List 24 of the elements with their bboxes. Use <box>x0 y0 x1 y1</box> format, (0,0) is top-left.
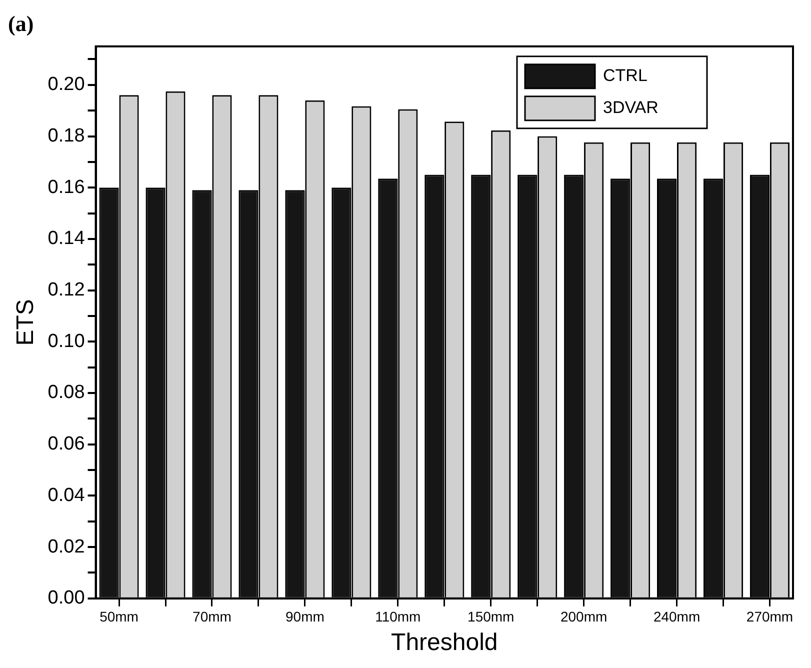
x-axis-title: Threshold <box>391 629 498 656</box>
legend-label: 3DVAR <box>603 98 658 118</box>
y-tick-label: 0.18 <box>48 125 85 146</box>
y-tick-label: 0.20 <box>48 74 85 96</box>
x-tick-label: 50mm <box>100 608 138 625</box>
y-tick-label: 0.16 <box>48 176 85 198</box>
y-tick-label: 0.00 <box>48 588 85 609</box>
y-tick-label: 0.04 <box>48 484 86 506</box>
y-tick-label: 0.02 <box>48 536 85 558</box>
x-tick-label: 240mm <box>653 608 700 625</box>
y-axis-title: ETS <box>12 299 40 346</box>
legend-label: CTRL <box>603 66 648 86</box>
x-tick-label: 150mm <box>468 608 514 625</box>
y-tick-label: 0.14 <box>48 228 86 250</box>
x-tick-label: 90mm <box>285 608 324 625</box>
y-tick-label: 0.12 <box>48 280 85 301</box>
x-tick-label: 200mm <box>560 608 608 625</box>
x-tick-label: 270mm <box>746 608 794 625</box>
y-tick-label: 0.06 <box>48 434 85 455</box>
x-tick-label: 70mm <box>192 608 232 625</box>
chart-title: (a) <box>8 10 34 36</box>
x-tick-label: 110mm <box>375 608 421 625</box>
y-tick-label: 0.10 <box>48 330 85 352</box>
y-tick-label: 0.08 <box>48 382 85 404</box>
